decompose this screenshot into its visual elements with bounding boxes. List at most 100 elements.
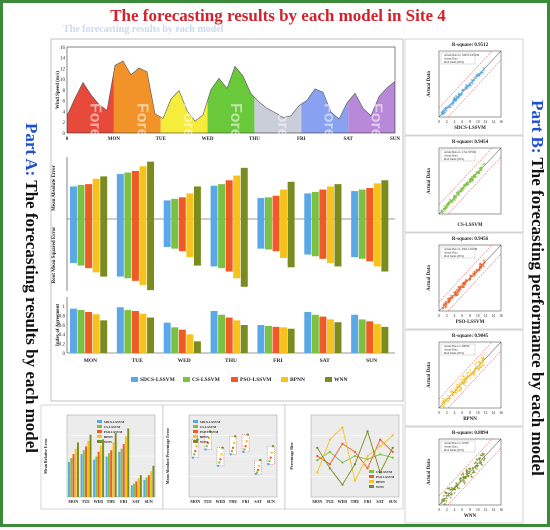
small-legend-label: SDCS-LSSVM: [104, 420, 124, 424]
mae-bar: [366, 188, 374, 219]
scatter-point: [479, 462, 481, 465]
wind-ytick: 14: [60, 57, 66, 62]
mae-bar: [193, 186, 201, 219]
scatter-xtick: 0: [438, 120, 440, 124]
mape-point: [192, 453, 196, 456]
mape-point: [245, 440, 248, 443]
small-legend-label: BPNN: [200, 435, 209, 439]
mre-bar: [93, 459, 96, 497]
scatter-legend-item: Actual Data vs. PSO-LSSVM: [444, 248, 478, 251]
small-legend-label: SDCS-LSSVM: [200, 420, 220, 424]
scatter-point: [461, 382, 464, 385]
mre-ylabel: Mean Relative Error: [43, 438, 48, 474]
small-xtick: MON: [68, 499, 78, 504]
scatter-point: [483, 458, 486, 460]
wind-xtick: THU: [249, 137, 260, 142]
scatter-point: [476, 74, 478, 76]
scatter-legend-item: Pred bands (95%): [444, 255, 464, 258]
scatter-point: [450, 391, 453, 394]
mape-point: [217, 464, 220, 468]
scatter-xlabel: CS-LSSVM: [457, 223, 483, 228]
mape-box: [216, 447, 225, 467]
small-xtick: SUN: [267, 499, 275, 504]
small-xtick: WED: [338, 499, 348, 504]
scatter-point: [470, 82, 473, 84]
scatter-legend-item: Pred bands (95%): [444, 449, 464, 452]
legend-label: WNN: [334, 377, 347, 383]
ia-bar: [131, 311, 139, 353]
wind-ytick: 8: [63, 89, 66, 94]
scatter-xlabel: BPNN: [463, 417, 477, 422]
ia-bar: [225, 317, 233, 353]
rmse-bar: [280, 219, 288, 258]
ia-bar: [70, 308, 77, 353]
scatter-point: [474, 272, 476, 275]
scatter-point: [452, 199, 455, 201]
scatter-point: [456, 386, 459, 389]
scatter-point: [454, 291, 457, 294]
scatter-ylabel: Actual Data: [427, 362, 432, 388]
small-xtick: TUE: [82, 499, 91, 504]
scatter-point: [483, 162, 486, 165]
scatter-point: [456, 192, 459, 195]
mre-bar: [152, 465, 155, 497]
scatter-point: [458, 481, 461, 484]
scatter-band-upper: [438, 147, 493, 206]
scatter-point: [450, 294, 452, 297]
ia-xtick: TUE: [132, 358, 144, 364]
mre-bar: [127, 428, 130, 497]
scatter-point: [480, 462, 483, 465]
scatter-point: [468, 467, 470, 470]
scatter-point: [464, 476, 467, 479]
mre-bar: [102, 439, 105, 497]
small-legend-swatch: [97, 435, 102, 438]
mape-point: [231, 446, 235, 449]
scatter-point: [459, 190, 461, 193]
mape-point: [256, 468, 260, 472]
scatter-point: [442, 402, 444, 405]
rmse-bar: [77, 219, 85, 266]
scatter-point: [465, 183, 468, 185]
mae-bar: [131, 170, 139, 219]
scatter-point: [457, 383, 460, 386]
mre-bar: [99, 445, 102, 497]
rmse-bar: [326, 219, 334, 264]
mae-bar: [218, 184, 226, 219]
mape-point: [230, 449, 234, 453]
scatter-band-lower: [447, 447, 502, 506]
small-xtick: FRI: [120, 499, 127, 504]
scatter-point: [483, 459, 485, 462]
scatter-point: [441, 113, 444, 116]
scatter-point: [473, 374, 476, 376]
scatter-point: [476, 459, 478, 461]
scatter-xtick: 8: [469, 508, 471, 512]
mre-bar: [147, 475, 150, 497]
scatter-point: [479, 265, 481, 268]
ia-bar: [100, 320, 108, 353]
scatter-point: [451, 390, 454, 393]
scatter-legend-item: Actual Data vs. WNN: [444, 442, 469, 445]
mape-point: [232, 441, 236, 445]
scatter-band-upper: [438, 244, 493, 303]
pr-point: [341, 442, 344, 445]
mae-bar: [178, 197, 186, 219]
scatter-point: [473, 371, 476, 374]
rmse-bar: [171, 219, 179, 249]
scatter-point: [455, 97, 457, 100]
scatter-point: [470, 178, 473, 181]
scatter-point: [475, 271, 478, 274]
small-legend-label: WNN: [200, 440, 208, 444]
scatter-xtick: 2: [446, 508, 448, 512]
mae-bar: [210, 185, 218, 219]
mae-bar: [326, 186, 334, 219]
scatter-point: [469, 180, 472, 183]
figure-title: The forecasting results by each model in…: [110, 6, 446, 25]
mae-bar: [358, 189, 366, 219]
scatter-point: [460, 473, 463, 476]
scatter-xtick: 16: [499, 314, 503, 318]
wind-xtick: TUE: [156, 137, 167, 142]
pr-point: [366, 467, 369, 470]
scatter-point: [442, 400, 445, 403]
pr-point: [366, 458, 369, 461]
rmse-bar: [85, 219, 93, 269]
